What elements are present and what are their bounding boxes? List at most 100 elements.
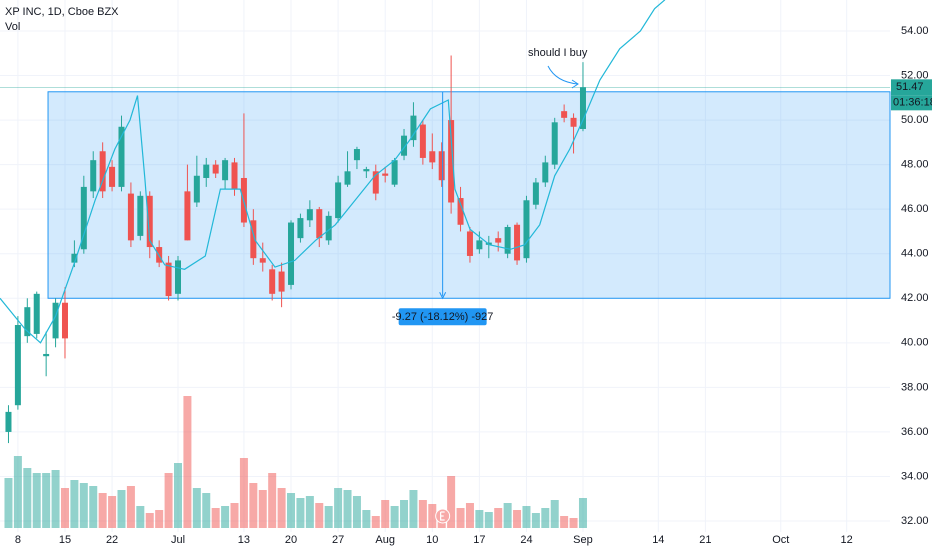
candle-body — [61, 302, 68, 339]
candle-body — [382, 173, 389, 176]
x-tick-label: Jul — [171, 534, 185, 546]
x-tick-label: 22 — [106, 534, 118, 546]
x-tick-label: 21 — [699, 534, 711, 546]
candle-body — [5, 411, 12, 432]
candle-body — [222, 160, 229, 181]
volume-bar — [136, 506, 145, 528]
candle-body — [184, 191, 191, 241]
x-tick-label: 24 — [520, 534, 532, 546]
candle-body — [495, 238, 502, 243]
volume-bar — [465, 503, 474, 528]
y-tick-label: 52.00 — [901, 69, 929, 81]
volume-bar — [4, 478, 13, 528]
volume-bar — [258, 490, 267, 528]
candle-body — [137, 195, 144, 236]
x-tick-label: 13 — [238, 534, 250, 546]
candle-body — [353, 149, 360, 161]
last-price-label: 51.47 — [896, 81, 924, 93]
candle-body — [410, 115, 417, 141]
candle-body — [419, 124, 426, 158]
volume-bar — [541, 508, 550, 528]
candle-body — [146, 195, 153, 248]
x-tick-label: Aug — [375, 534, 395, 546]
candle-body — [363, 169, 370, 172]
volume-bar — [494, 508, 503, 528]
candle-body — [476, 240, 483, 250]
volume-bar — [569, 518, 578, 528]
candle-body — [297, 218, 304, 239]
candle-body — [52, 302, 59, 339]
volume-bar — [560, 516, 569, 528]
candle-body — [504, 226, 511, 254]
candle-body — [43, 353, 50, 357]
x-tick-label: 20 — [285, 534, 297, 546]
candle-body — [288, 222, 295, 285]
x-tick-label: 8 — [15, 534, 21, 546]
candle-body — [325, 215, 332, 241]
volume-bar — [126, 486, 135, 528]
volume-bar — [578, 498, 587, 528]
candle-body — [90, 160, 97, 192]
y-tick-label: 34.00 — [901, 470, 929, 482]
volume-bar — [155, 510, 164, 528]
volume-bar — [362, 510, 371, 528]
measure-label: -9.27 (-18.12%) -927 — [392, 311, 494, 323]
volume-bar — [42, 473, 51, 528]
volume-bar — [456, 508, 465, 528]
candle-body — [438, 151, 445, 181]
y-tick-label: 54.00 — [901, 25, 929, 37]
candle-body — [250, 220, 257, 259]
y-tick-label: 44.00 — [901, 248, 929, 260]
x-tick-label: 17 — [473, 534, 485, 546]
volume-bar — [183, 396, 192, 528]
volume-bar — [98, 493, 107, 528]
candle-body — [561, 111, 568, 118]
candle-body — [344, 171, 351, 185]
candle-body — [14, 325, 21, 406]
volume-bar — [475, 510, 484, 528]
volume-bar — [32, 473, 41, 528]
y-tick-label: 48.00 — [901, 159, 929, 171]
volume-bar — [221, 506, 230, 528]
x-tick-label: Sep — [573, 534, 593, 546]
volume-bar — [447, 476, 456, 528]
x-tick-label: 12 — [841, 534, 853, 546]
candle-body — [278, 271, 285, 292]
volume-bar — [484, 512, 493, 528]
volume-bar — [503, 503, 512, 528]
volume-bar — [531, 513, 540, 528]
candle-body — [212, 164, 219, 174]
candle-body — [372, 171, 379, 194]
y-tick-label: 36.00 — [901, 426, 929, 438]
volume-bar — [409, 490, 418, 528]
candle-body — [570, 117, 577, 127]
candle-body — [542, 162, 549, 183]
countdown-badge — [891, 95, 932, 111]
candle-body — [551, 122, 558, 165]
candle-body — [259, 258, 266, 263]
volume-bar — [70, 480, 79, 528]
arrow-head — [439, 292, 447, 300]
volume-bar — [334, 488, 343, 528]
volume-bar — [108, 496, 117, 528]
volume-bar — [305, 496, 314, 528]
volume-bar — [277, 488, 286, 528]
volume-bar — [202, 493, 211, 528]
note-text: should I buy — [528, 47, 588, 59]
candle-body — [457, 198, 464, 225]
volume-bar — [343, 490, 352, 528]
candle-body — [193, 175, 200, 203]
candle-body — [127, 193, 134, 241]
volume-bar — [390, 506, 399, 528]
volume-bar — [117, 490, 126, 528]
candle-body — [33, 293, 40, 334]
y-tick-label: 32.00 — [901, 515, 929, 527]
volume-bar — [296, 498, 305, 528]
candle-body — [391, 160, 398, 185]
candle-body — [80, 186, 87, 250]
volume-bar — [315, 503, 324, 528]
candle-body — [99, 151, 106, 192]
candle-body — [401, 135, 408, 156]
